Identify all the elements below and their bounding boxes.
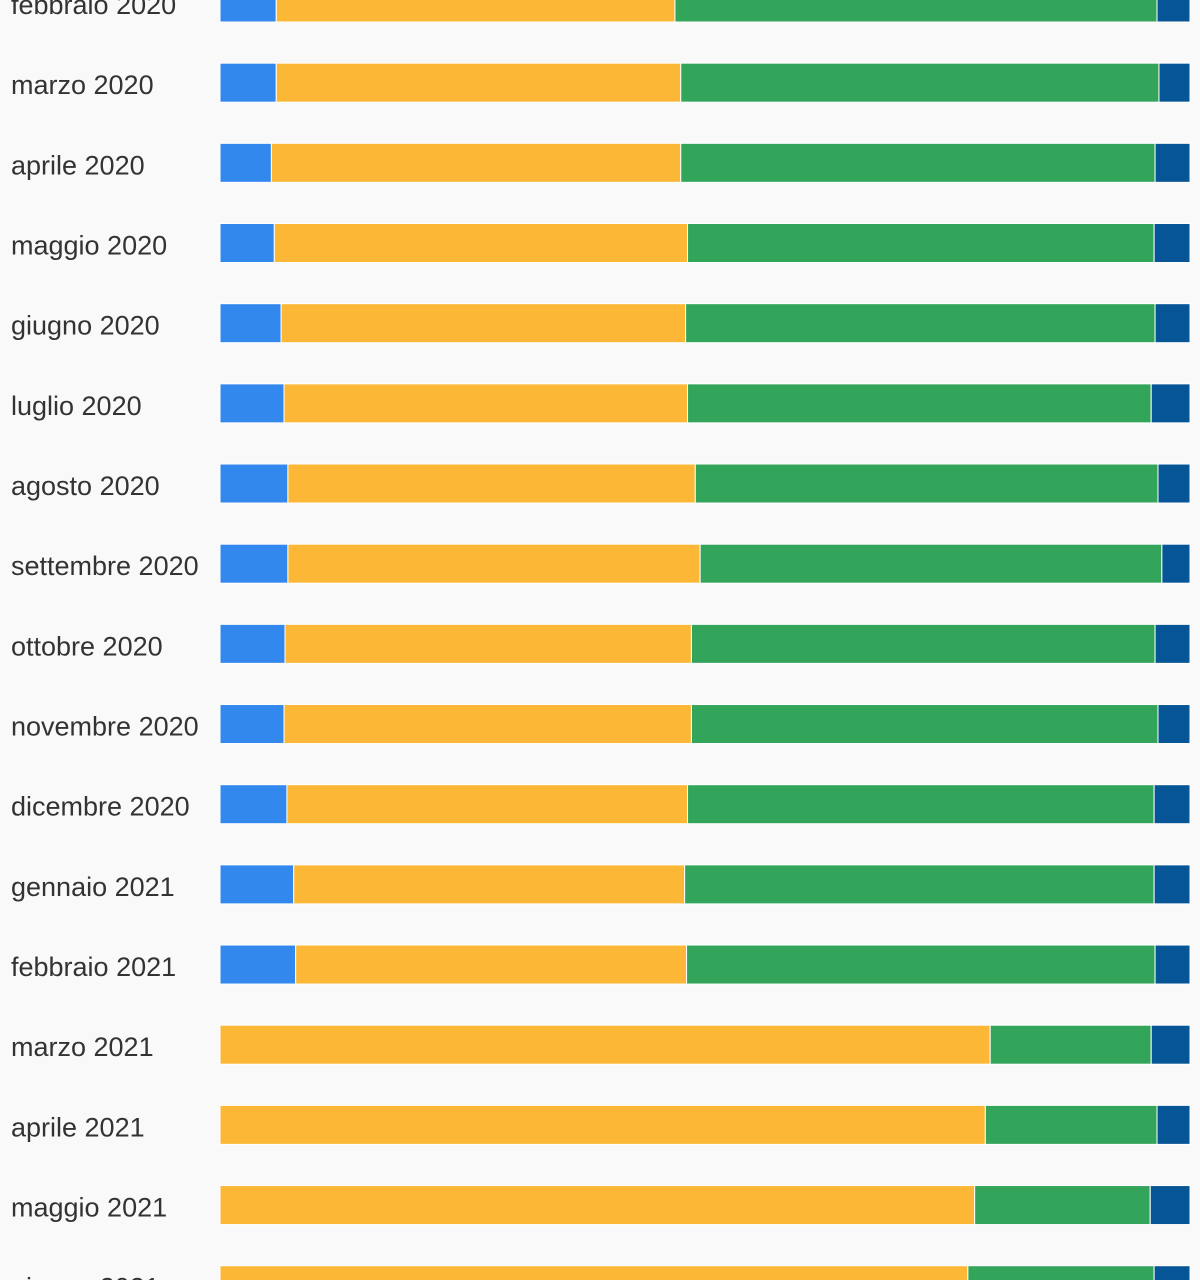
- bar-segment-series-2: [293, 864, 686, 905]
- bar-segment-series-1: [219, 463, 289, 504]
- category-label: giugno 2021: [11, 1273, 160, 1280]
- bar-segment-series-3: [699, 543, 1163, 584]
- bar-segment-series-3: [687, 223, 1155, 264]
- bar-segment-series-4: [1157, 463, 1191, 504]
- bar-segment-series-3: [685, 303, 1156, 344]
- bar-segment-series-1: [219, 303, 282, 344]
- category-label: maggio 2021: [11, 1193, 167, 1223]
- category-label: settembre 2020: [11, 551, 199, 581]
- bar-segment-series-1: [219, 864, 295, 905]
- bar-segment-series-3: [684, 864, 1155, 905]
- bar-segment-series-4: [1154, 142, 1191, 183]
- bar-segment-series-4: [1153, 1265, 1191, 1280]
- category-label: ottobre 2020: [11, 631, 163, 661]
- bar-segment-series-4: [1158, 62, 1191, 103]
- bar-segment-series-2: [219, 1104, 986, 1145]
- bar-segment-series-4: [1156, 1104, 1191, 1145]
- bar-segment-series-3: [680, 142, 1156, 183]
- bar-segment-series-3: [687, 784, 1155, 825]
- bar-segment-series-3: [680, 62, 1160, 103]
- category-label: aprile 2020: [11, 150, 145, 180]
- bar-segment-series-3: [686, 944, 1156, 985]
- bar-segment-series-1: [219, 784, 288, 825]
- bar-segment-series-4: [1157, 704, 1191, 745]
- bar-segment-series-2: [275, 0, 676, 23]
- bar-segment-series-1: [219, 0, 277, 23]
- bar-segment-series-2: [219, 1024, 991, 1065]
- category-label: gennaio 2021: [11, 872, 175, 902]
- bar-segment-series-4: [1150, 1024, 1191, 1065]
- category-label: agosto 2020: [11, 471, 160, 501]
- bar-segment-series-2: [273, 223, 689, 264]
- bar-segment-series-4: [1156, 0, 1191, 23]
- bar-segment-series-2: [287, 543, 701, 584]
- bar-segment-series-1: [219, 704, 285, 745]
- bar-segment-series-3: [989, 1024, 1152, 1065]
- bar-segment-series-4: [1150, 383, 1191, 424]
- bar-segment-series-3: [690, 704, 1159, 745]
- bar-segment-series-2: [280, 303, 687, 344]
- bar-segment-series-4: [1161, 543, 1191, 584]
- bar-segment-series-1: [219, 543, 289, 584]
- bar-segment-series-1: [219, 62, 277, 103]
- category-label: maggio 2020: [11, 231, 167, 261]
- bar-segment-series-4: [1149, 1185, 1191, 1226]
- bar-segment-series-3: [690, 623, 1156, 664]
- category-label: aprile 2021: [11, 1112, 145, 1142]
- bar-segment-series-2: [275, 62, 682, 103]
- bar-segment-series-2: [287, 463, 696, 504]
- bar-segment-series-4: [1154, 944, 1191, 985]
- bar-segment-series-2: [283, 383, 689, 424]
- category-label: giugno 2020: [11, 311, 160, 341]
- bar-segment-series-1: [219, 142, 272, 183]
- bar-segment-series-3: [967, 1265, 1155, 1280]
- category-labels: febbraio 2020 marzo 2020 aprile 2020 maggio…: [11, 0, 199, 1280]
- bar-segment-series-3: [974, 1185, 1151, 1226]
- bar-segment-series-2: [295, 944, 688, 985]
- bar-segment-series-4: [1153, 864, 1191, 905]
- bar-segments: [219, 0, 1191, 1280]
- category-label: novembre 2020: [11, 712, 199, 742]
- bar-segment-series-4: [1153, 223, 1191, 264]
- bar-segment-series-1: [219, 223, 275, 264]
- bar-segment-series-1: [219, 383, 285, 424]
- category-label: luglio 2020: [11, 391, 142, 421]
- category-label: dicembre 2020: [11, 792, 190, 822]
- bar-segment-series-4: [1154, 623, 1191, 664]
- bar-segment-series-3: [694, 463, 1159, 504]
- bar-segment-series-2: [284, 623, 692, 664]
- bar-segment-series-3: [674, 0, 1158, 23]
- bar-segment-series-2: [283, 704, 692, 745]
- bar-segment-series-3: [687, 383, 1152, 424]
- bar-segment-series-1: [219, 944, 297, 985]
- bar-segment-series-2: [286, 784, 689, 825]
- category-label: marzo 2020: [11, 70, 154, 100]
- bar-segment-series-2: [270, 142, 682, 183]
- bar-segment-series-1: [219, 623, 286, 664]
- category-label: marzo 2021: [11, 1032, 154, 1062]
- category-label: febbraio 2020: [11, 0, 176, 20]
- category-label: febbraio 2021: [11, 952, 176, 982]
- bar-segment-series-4: [1154, 303, 1191, 344]
- bar-segment-series-2: [219, 1265, 969, 1280]
- bar-segment-series-3: [984, 1104, 1158, 1145]
- bar-segment-series-2: [219, 1185, 976, 1226]
- bar-segment-series-4: [1153, 784, 1191, 825]
